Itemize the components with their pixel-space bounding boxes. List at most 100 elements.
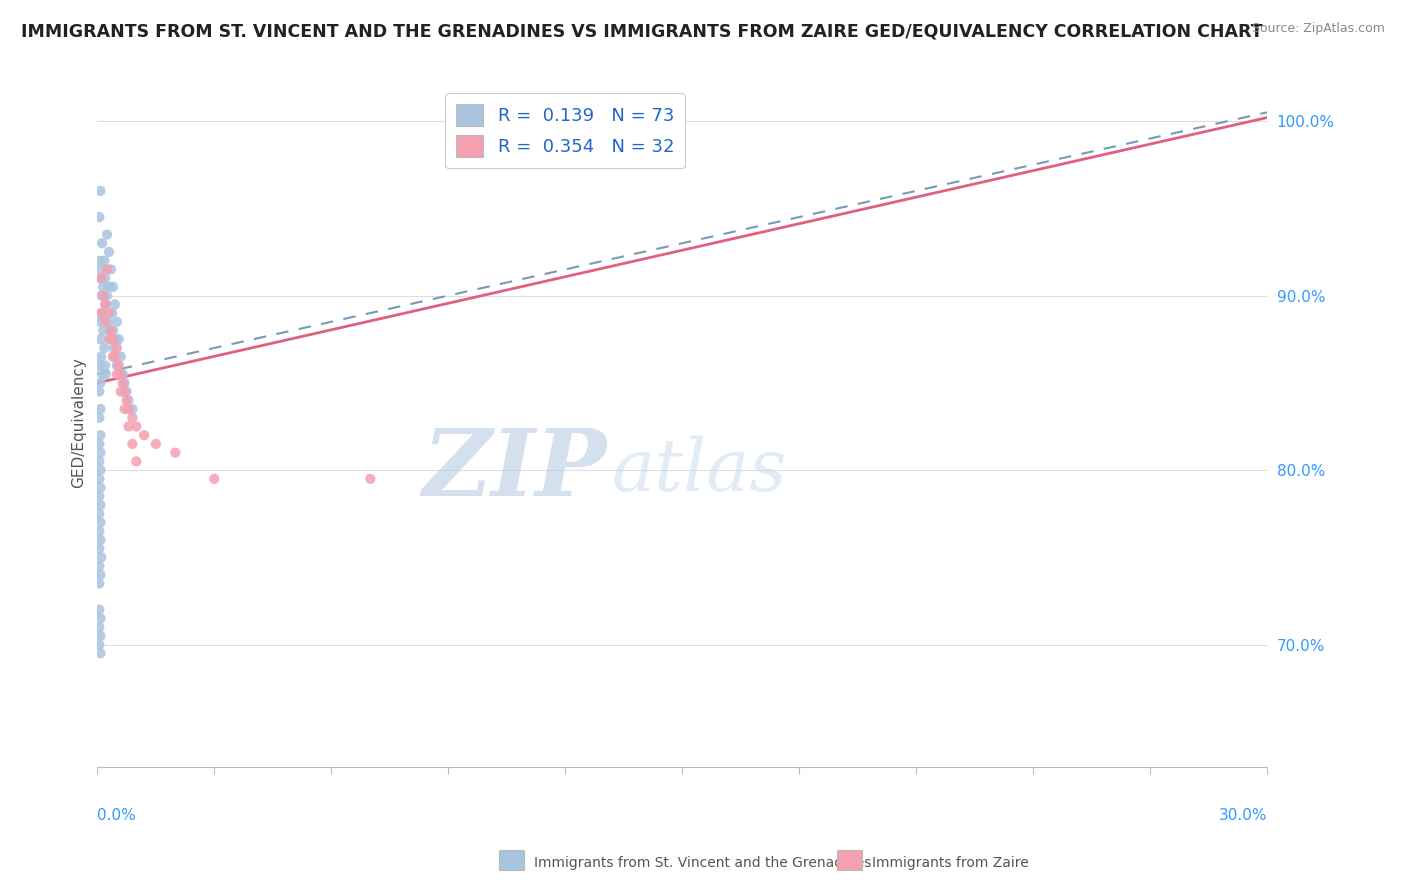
Point [110, 367, 132, 381]
Point [89, 516, 111, 530]
Point [89, 315, 111, 329]
Point [125, 419, 148, 434]
Point [89, 472, 111, 486]
Point [96, 288, 118, 302]
Text: 30.0%: 30.0% [1219, 808, 1267, 823]
Point [94, 315, 117, 329]
Text: Source: ZipAtlas.com: Source: ZipAtlas.com [1251, 22, 1385, 36]
Point [91, 324, 114, 338]
Point [94, 297, 117, 311]
Point [89, 629, 111, 643]
Point [165, 445, 187, 459]
Point [89, 384, 111, 399]
Point [94, 297, 117, 311]
Point [98, 306, 121, 320]
Point [145, 437, 167, 451]
Point [89, 638, 111, 652]
Text: Immigrants from St. Vincent and the Grenadines: Immigrants from St. Vincent and the Gren… [534, 855, 872, 870]
Point [90, 306, 112, 320]
Point [98, 332, 121, 346]
Text: Immigrants from Zaire: Immigrants from Zaire [872, 855, 1028, 870]
Point [91, 280, 114, 294]
Text: 0.0%: 0.0% [97, 808, 136, 823]
Point [202, 472, 225, 486]
Point [98, 244, 121, 259]
Point [125, 454, 148, 468]
Point [89, 489, 111, 503]
Point [104, 350, 127, 364]
Point [107, 359, 129, 373]
Point [101, 280, 124, 294]
Point [105, 367, 128, 381]
Point [89, 567, 111, 582]
Point [96, 227, 118, 242]
Point [93, 253, 115, 268]
Point [96, 262, 118, 277]
Point [114, 384, 136, 399]
Point [121, 437, 143, 451]
Point [91, 236, 114, 251]
Point [105, 341, 128, 355]
Point [89, 524, 111, 539]
Point [89, 463, 111, 477]
Point [104, 297, 127, 311]
Point [89, 402, 111, 417]
Point [111, 376, 134, 390]
Point [103, 341, 125, 355]
Point [359, 472, 381, 486]
Point [115, 384, 138, 399]
Point [104, 350, 127, 364]
Point [89, 603, 111, 617]
Point [94, 367, 117, 381]
Point [105, 359, 128, 373]
Point [89, 533, 111, 547]
Y-axis label: GED/Equivalency: GED/Equivalency [72, 357, 86, 488]
Point [101, 324, 124, 338]
Legend: R =  0.139   N = 73, R =  0.354   N = 32: R = 0.139 N = 73, R = 0.354 N = 32 [446, 94, 685, 168]
Point [100, 324, 122, 338]
Point [107, 332, 129, 346]
Point [90, 350, 112, 364]
Text: ZIP: ZIP [422, 425, 606, 516]
Point [89, 481, 111, 495]
Text: atlas: atlas [612, 435, 787, 506]
Point [89, 271, 111, 285]
Point [89, 184, 111, 198]
Point [89, 428, 111, 442]
Text: IMMIGRANTS FROM ST. VINCENT AND THE GRENADINES VS IMMIGRANTS FROM ZAIRE GED/EQUI: IMMIGRANTS FROM ST. VINCENT AND THE GREN… [21, 22, 1263, 40]
Point [89, 646, 111, 660]
Point [117, 419, 139, 434]
Point [111, 367, 134, 381]
Point [101, 306, 124, 320]
Point [100, 332, 122, 346]
Point [89, 541, 111, 556]
Point [98, 324, 121, 338]
Point [117, 402, 139, 417]
Point [114, 376, 136, 390]
Point [93, 341, 115, 355]
Point [89, 410, 111, 425]
Point [134, 428, 156, 442]
Point [89, 498, 111, 512]
Point [90, 550, 112, 565]
Point [89, 437, 111, 451]
Point [89, 507, 111, 521]
Point [121, 410, 143, 425]
Point [89, 611, 111, 625]
Point [117, 393, 139, 408]
Point [90, 271, 112, 285]
Point [114, 402, 136, 417]
Point [121, 402, 143, 417]
Point [105, 315, 128, 329]
Point [98, 280, 121, 294]
Point [115, 393, 138, 408]
Point [110, 384, 132, 399]
Point [89, 576, 111, 591]
Point [94, 271, 117, 285]
Point [94, 359, 117, 373]
Point [89, 376, 111, 390]
Point [89, 210, 111, 224]
Point [89, 445, 111, 459]
Point [91, 367, 114, 381]
Point [89, 559, 111, 574]
